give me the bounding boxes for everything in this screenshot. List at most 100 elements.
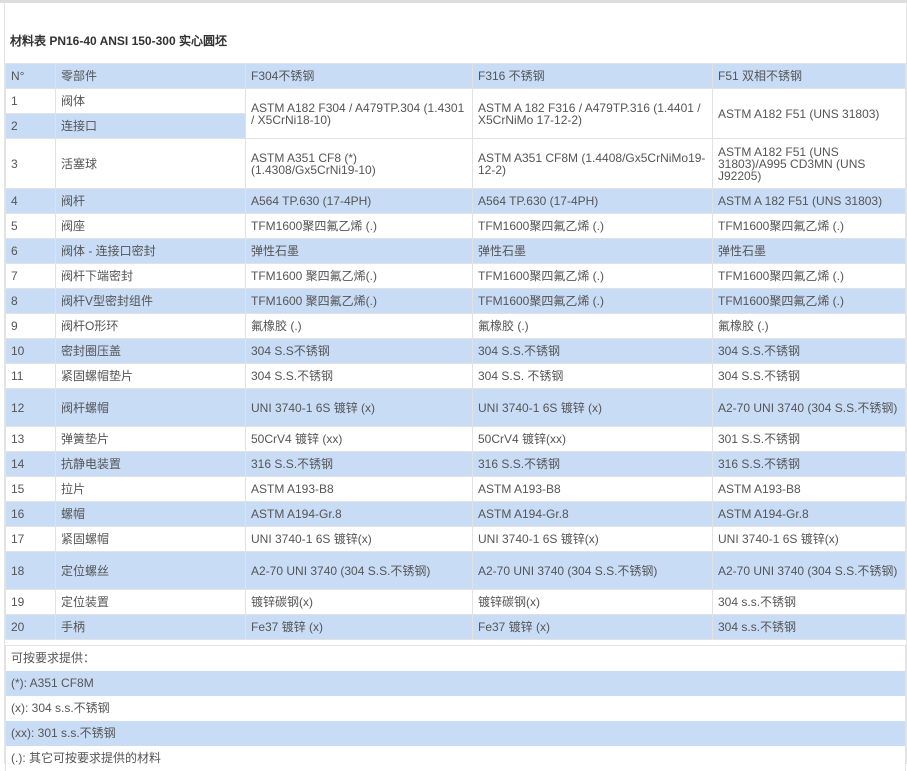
material-f51: 304 s.s.不锈钢 — [712, 614, 906, 640]
row-number: 14 — [5, 451, 56, 477]
part-name: 密封圈压盖 — [55, 338, 246, 364]
material-f304: 316 S.S.不锈钢 — [245, 451, 473, 477]
material-f316: TFM1600聚四氟乙烯 (.) — [472, 213, 713, 239]
material-f304: TFM1600 聚四氟乙烯(.) — [245, 288, 473, 314]
page-title: 材料表 PN16-40 ANSI 150-300 实心圆坯 — [10, 34, 227, 48]
material-f51: ASTM A 182 F51 (UNS 31803) — [712, 188, 906, 214]
header-f316: F316 不锈钢 — [472, 63, 713, 89]
table-row: 20 手柄 Fe37 镀锌 (x) Fe37 镀锌 (x) 304 s.s.不锈钢 — [5, 614, 906, 640]
table-row: 6 阀体 - 连接口密封 弹性石墨 弹性石墨 弹性石墨 — [5, 238, 906, 264]
row-number: 16 — [5, 501, 56, 527]
part-name: 螺帽 — [55, 501, 246, 527]
material-f304: ASTM A182 F304 / A479TP.304 (1.4301 / X5… — [245, 88, 473, 139]
row-number: 20 — [5, 614, 56, 640]
row-number: 4 — [5, 188, 56, 214]
material-f316: UNI 3740-1 6S 镀锌(x) — [472, 526, 713, 552]
material-f316: 氟橡胶 (.) — [472, 313, 713, 339]
table-row: 12 阀杆螺帽 UNI 3740-1 6S 镀锌 (x) UNI 3740-1 6S … — [5, 388, 906, 427]
material-f304: UNI 3740-1 6S 镀锌 (x) — [245, 388, 473, 427]
table-row: 5 阀座 TFM1600聚四氟乙烯 (.) TFM1600聚四氟乙烯 (.) TFM16… — [5, 213, 906, 239]
material-f51: 301 S.S.不锈钢 — [712, 426, 906, 452]
material-f316: UNI 3740-1 6S 镀锌 (x) — [472, 388, 713, 427]
material-f316: ASTM A 182 F316 / A479TP.316 (1.4401 / X… — [472, 88, 713, 139]
material-f304: A564 TP.630 (17-4PH) — [245, 188, 473, 214]
table-row: 17 紧固螺帽 UNI 3740-1 6S 镀锌(x) UNI 3740-1 6S 镀… — [5, 526, 906, 552]
row-number: 5 — [5, 213, 56, 239]
material-f316: 弹性石墨 — [472, 238, 713, 264]
material-f304: 弹性石墨 — [245, 238, 473, 264]
material-f304: ASTM A351 CF8 (*) (1.4308/Gx5CrNi19-10) — [245, 138, 473, 189]
material-f316: 50CrV4 镀锌(xx) — [472, 426, 713, 452]
part-name: 紧固螺帽垫片 — [55, 363, 246, 389]
material-f316: ASTM A193-B8 — [472, 476, 713, 502]
material-f51: A2-70 UNI 3740 (304 S.S.不锈钢) — [712, 551, 906, 590]
part-name: 阀杆螺帽 — [55, 388, 246, 427]
row-number: 7 — [5, 263, 56, 289]
table-row: 15 拉片 ASTM A193-B8 ASTM A193-B8 ASTM A193-B8 — [5, 476, 906, 502]
part-name: 定位装置 — [55, 589, 246, 615]
material-f304: 镀锌碳钢(x) — [245, 589, 473, 615]
material-f51: ASTM A182 F51 (UNS 31803)/A995 CD3MN (UN… — [712, 138, 906, 189]
header-f51: F51 双相不锈钢 — [712, 63, 906, 89]
row-number: 8 — [5, 288, 56, 314]
material-f51: 304 S.S.不锈钢 — [712, 363, 906, 389]
material-f316: TFM1600聚四氟乙烯 (.) — [472, 288, 713, 314]
table-row: 13 弹簧垫片 50CrV4 镀锌 (xx) 50CrV4 镀锌(xx) 301 S.S… — [5, 426, 906, 452]
note-item: (x): 304 s.s.不锈钢 — [11, 701, 110, 715]
part-name: 活塞球 — [55, 138, 246, 189]
part-name: 阀杆 — [55, 188, 246, 214]
part-name: 阀体 — [55, 88, 246, 114]
header-part: 零部件 — [55, 63, 246, 89]
table-row: 10 密封圈压盖 304 S.S不锈钢 304 S.S.不锈钢 304 S.S.不锈钢 — [5, 338, 906, 364]
row-number: 11 — [5, 363, 56, 389]
material-f51: UNI 3740-1 6S 镀锌(x) — [712, 526, 906, 552]
table-row: 3 活塞球 ASTM A351 CF8 (*) (1.4308/Gx5CrNi19-… — [5, 138, 906, 189]
material-f51: TFM1600聚四氟乙烯 (.) — [712, 213, 906, 239]
table-header: N° 零部件 F304不锈钢 F316 不锈钢 F51 双相不锈钢 — [5, 63, 906, 89]
material-f316: A564 TP.630 (17-4PH) — [472, 188, 713, 214]
part-name: 定位螺丝 — [55, 551, 246, 590]
row-number: 17 — [5, 526, 56, 552]
material-f51: TFM1600聚四氟乙烯 (.) — [712, 263, 906, 289]
material-f51: A2-70 UNI 3740 (304 S.S.不锈钢) — [712, 388, 906, 427]
material-f51: 304 S.S.不锈钢 — [712, 338, 906, 364]
table-row: 14 抗静电装置 316 S.S.不锈钢 316 S.S.不锈钢 316 S.S.不锈钢 — [5, 451, 906, 477]
note-item: (.): 其它可按要求提供的材料 — [11, 751, 161, 765]
header-f304: F304不锈钢 — [245, 63, 473, 89]
row-number: 2 — [5, 113, 56, 139]
part-name: 阀杆O形环 — [55, 313, 246, 339]
part-name: 阀杆下端密封 — [55, 263, 246, 289]
table-row: 1 阀体 ASTM A182 F304 / A479TP.304 (1.4301 /… — [5, 88, 906, 139]
part-name: 阀杆V型密封组件 — [55, 288, 246, 314]
material-f51: ASTM A194-Gr.8 — [712, 501, 906, 527]
material-f316: ASTM A351 CF8M (1.4408/Gx5CrNiMo19-12-2) — [472, 138, 713, 189]
part-name: 拉片 — [55, 476, 246, 502]
material-f51: 氟橡胶 (.) — [712, 313, 906, 339]
part-name: 连接口 — [55, 113, 246, 139]
material-f316: TFM1600聚四氟乙烯 (.) — [472, 263, 713, 289]
part-name: 阀体 - 连接口密封 — [55, 238, 246, 264]
note-item: (xx): 301 s.s.不锈钢 — [6, 721, 905, 746]
table-row: 7 阀杆下端密封 TFM1600 聚四氟乙烯(.) TFM1600聚四氟乙烯 (.) T… — [5, 263, 906, 289]
table-row: 9 阀杆O形环 氟橡胶 (.) 氟橡胶 (.) 氟橡胶 (.) — [5, 313, 906, 339]
row-number: 18 — [5, 551, 56, 590]
note-item: (*): A351 CF8M — [6, 671, 905, 696]
material-f316: 316 S.S.不锈钢 — [472, 451, 713, 477]
material-f316: 304 S.S.不锈钢 — [472, 338, 713, 364]
material-f304: ASTM A194-Gr.8 — [245, 501, 473, 527]
material-f51: 304 s.s.不锈钢 — [712, 589, 906, 615]
material-f304: ASTM A193-B8 — [245, 476, 473, 502]
row-number: 12 — [5, 388, 56, 427]
material-f51: ASTM A193-B8 — [712, 476, 906, 502]
material-f304: Fe37 镀锌 (x) — [245, 614, 473, 640]
footnotes: 可按要求提供： (*): A351 CF8M (x): 304 s.s.不锈钢 … — [5, 645, 906, 771]
material-f51: TFM1600聚四氟乙烯 (.) — [712, 288, 906, 314]
material-f51: 弹性石墨 — [712, 238, 906, 264]
table-row: 19 定位装置 镀锌碳钢(x) 镀锌碳钢(x) 304 s.s.不锈钢 — [5, 589, 906, 615]
table-row: 18 定位螺丝 A2-70 UNI 3740 (304 S.S.不锈钢) A2-70 … — [5, 551, 906, 590]
row-number: 1 — [5, 88, 56, 114]
material-f304: 50CrV4 镀锌 (xx) — [245, 426, 473, 452]
material-f304: TFM1600 聚四氟乙烯(.) — [245, 263, 473, 289]
row-number: 10 — [5, 338, 56, 364]
material-f51: 316 S.S.不锈钢 — [712, 451, 906, 477]
